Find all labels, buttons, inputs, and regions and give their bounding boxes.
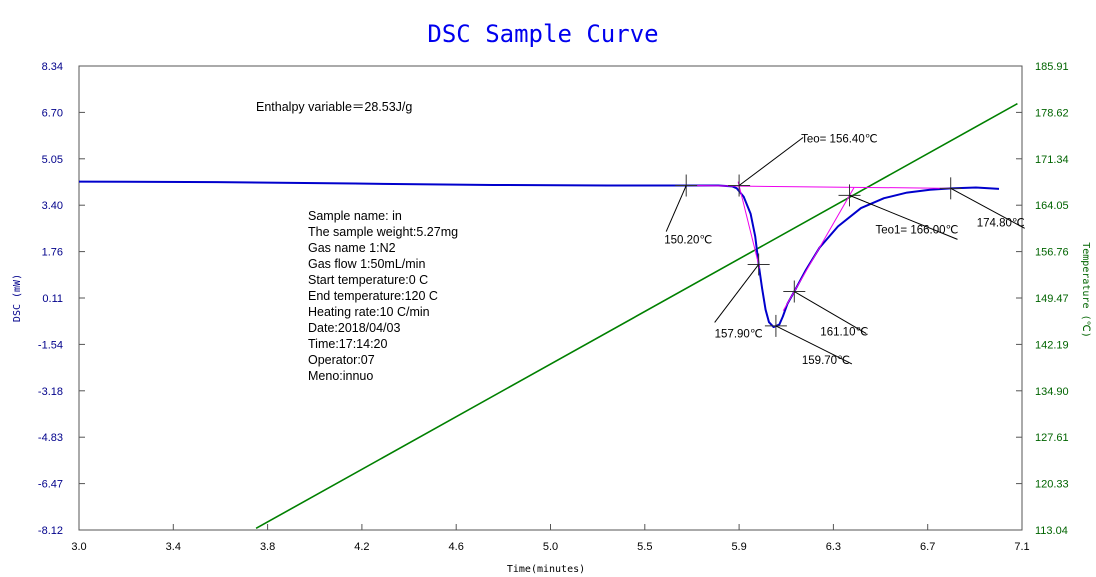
left-tick-label: -6.47 [38, 479, 63, 491]
annotation-marker: Teo= 156.40℃ [728, 134, 878, 197]
left-tick-label: 5.05 [42, 154, 63, 166]
right-tick-label: 185.91 [1035, 61, 1069, 73]
right-tick-label: 113.04 [1035, 525, 1068, 537]
left-tick-label: -8.12 [38, 525, 63, 537]
right-axis-label: Temperature (℃) [1080, 242, 1091, 338]
annotation-label: 157.90℃ [715, 328, 763, 340]
annotation-leader-line [849, 194, 958, 240]
right-tick-label: 134.90 [1035, 386, 1069, 398]
annotation-marker: 150.20℃ [664, 174, 712, 247]
left-tick-label: 8.34 [42, 61, 63, 73]
plot-area [78, 65, 1023, 531]
sample-info-line: Start temperature:0 C [308, 273, 428, 287]
temperature-series-line [255, 102, 1018, 530]
x-tick-label: 5.9 [731, 541, 746, 553]
right-tick-label: 149.47 [1035, 293, 1069, 305]
series-layer [78, 102, 1018, 530]
left-tick-label: 3.40 [42, 200, 63, 212]
annotation-label: Teo1= 166.00℃ [876, 224, 959, 236]
annotation-leader-line [665, 185, 687, 232]
x-tick-label: 6.3 [826, 541, 841, 553]
x-tick-label: 5.0 [543, 541, 558, 553]
annotation-leader-line [950, 187, 1025, 229]
sample-info-line: Operator:07 [308, 353, 375, 367]
endset-tangent-line [782, 187, 855, 311]
annotation-marker: 161.10℃ [783, 280, 868, 339]
left-tick-label: -1.54 [38, 339, 63, 351]
annotation-leader-line [714, 264, 760, 323]
annotation-leader-line [738, 137, 804, 186]
chart-title: DSC Sample Curve [427, 20, 658, 48]
dsc-series-line [78, 180, 1000, 329]
annotation-layer: Teo= 156.40℃ 150.20℃ 157.90℃ 159.70℃ 161.10℃… [664, 134, 1025, 367]
sample-info-line: Meno:innuo [308, 369, 373, 383]
annotation-label: 159.70℃ [802, 355, 850, 367]
sample-info-line: Gas flow 1:50mL/min [308, 257, 425, 271]
annotation-leader-line [794, 291, 867, 334]
x-axis-ticks: 3.0 3.4 3.8 4.2 4.6 5.0 5.5 5.9 6.3 6.7 7.1 [71, 524, 1030, 553]
x-tick-label: 4.6 [449, 541, 464, 553]
x-tick-label: 6.7 [920, 541, 935, 553]
left-tick-label: 1.76 [42, 247, 63, 259]
right-tick-label: 142.19 [1035, 339, 1069, 351]
enthalpy-text: Enthalpy variable＝28.53J/g [256, 100, 412, 114]
sample-info-line: Sample name: in [308, 209, 402, 223]
onset-tangent-line [737, 181, 761, 269]
right-tick-label: 178.62 [1035, 107, 1069, 119]
left-tick-label: -4.83 [38, 432, 63, 444]
x-tick-label: 3.4 [166, 541, 181, 553]
left-tick-label: 6.70 [42, 107, 63, 119]
sample-info-line: End temperature:120 C [308, 289, 438, 303]
x-tick-label: 5.5 [637, 541, 652, 553]
annotation-marker: 159.70℃ [764, 314, 853, 367]
annotation-label: 174.80℃ [977, 217, 1025, 229]
x-tick-label: 7.1 [1014, 541, 1029, 553]
right-tick-label: 171.34 [1035, 154, 1069, 166]
annotation-marker: Teo1= 166.00℃ [838, 184, 959, 240]
x-tick-label: 4.2 [354, 541, 369, 553]
x-axis-label: Time(minutes) [507, 564, 585, 575]
left-tick-label: 0.11 [42, 293, 63, 305]
annotation-label: Teo= 156.40℃ [801, 134, 878, 146]
sample-info-line: Date:2018/04/03 [308, 321, 400, 335]
left-axis-label: DSC (mW) [12, 274, 23, 322]
right-tick-label: 120.33 [1035, 479, 1069, 491]
right-tick-label: 127.61 [1035, 432, 1069, 444]
left-axis-ticks: 8.34 6.70 5.05 3.40 1.76 0.11 -1.54 -3.18 -4.83 -… [38, 61, 85, 537]
right-tick-label: 164.05 [1035, 200, 1069, 212]
annotation-leader-line [775, 325, 853, 365]
sample-info-line: Heating rate:10 C/min [308, 305, 430, 319]
annotation-label: 161.10℃ [820, 327, 868, 339]
annotation-marker: 174.80℃ [939, 177, 1025, 229]
sample-info-line: Time:17:14:20 [308, 337, 387, 351]
sample-info-block: Sample name: in The sample weight:5.27mg G… [308, 209, 458, 383]
sample-info-line: Gas name 1:N2 [308, 241, 396, 255]
x-tick-label: 3.0 [71, 541, 86, 553]
right-tick-label: 156.76 [1035, 247, 1069, 259]
right-axis-ticks: 185.91 178.62 171.34 164.05 156.76 149.47 142.… [1016, 61, 1069, 537]
annotation-marker: 157.90℃ [714, 253, 770, 340]
left-tick-label: -3.18 [38, 386, 63, 398]
sample-info-line: The sample weight:5.27mg [308, 225, 458, 239]
x-tick-label: 3.8 [260, 541, 275, 553]
annotation-label: 150.20℃ [664, 235, 712, 247]
